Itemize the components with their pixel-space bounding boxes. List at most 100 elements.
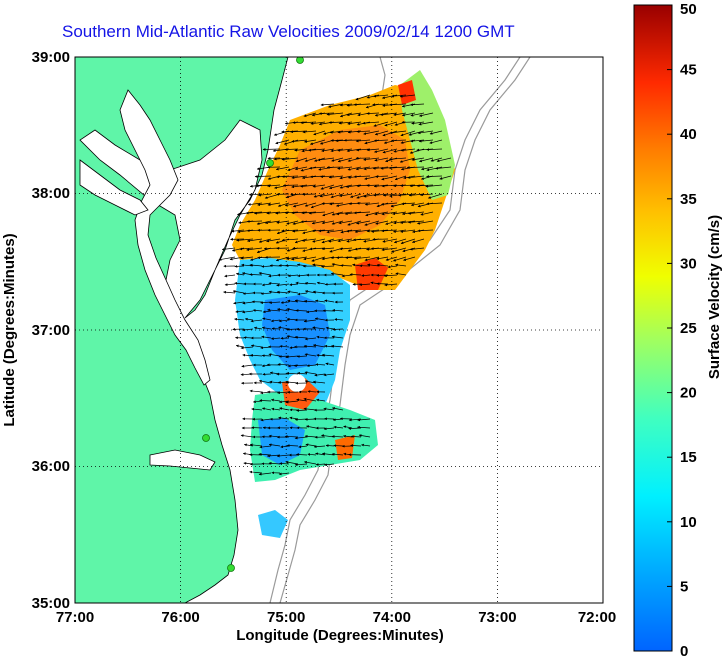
- velocity-vector: [392, 229, 407, 233]
- velocity-vector: [374, 211, 389, 216]
- velocity-vector: [271, 327, 281, 331]
- velocity-vector: [408, 211, 425, 215]
- velocity-vector: [435, 166, 452, 170]
- x-tick-label: 74:00: [373, 609, 411, 626]
- velocity-vector: [393, 220, 407, 225]
- velocity-vector: [364, 202, 380, 206]
- velocity-vector: [304, 434, 317, 438]
- velocity-vector: [374, 148, 389, 153]
- velocity-vector: [326, 112, 344, 116]
- velocity-vector: [218, 256, 236, 261]
- velocity-vector: [267, 202, 281, 206]
- velocity-vector: [320, 175, 335, 179]
- y-tick-label: 37:00: [32, 322, 70, 339]
- velocity-vector: [372, 103, 389, 106]
- velocity-vector: [331, 335, 344, 339]
- velocity-vector: [271, 407, 281, 411]
- velocity-vector: [381, 94, 398, 100]
- velocity-vector: [321, 220, 335, 225]
- velocity-vector: [361, 274, 371, 277]
- velocity-vector: [261, 265, 272, 268]
- velocity-vector: [323, 407, 335, 411]
- colorbar-tick-label: 40: [680, 126, 697, 143]
- velocity-vector: [300, 220, 317, 224]
- colorbar-tick-label: 15: [680, 449, 697, 466]
- velocity-vector: [375, 175, 389, 178]
- velocity-vector: [240, 434, 254, 438]
- velocity-vector: [384, 283, 398, 287]
- velocity-vector: [319, 193, 335, 198]
- velocity-vector: [314, 373, 326, 377]
- velocity-vector: [320, 184, 335, 190]
- velocity-vector: [329, 184, 344, 190]
- velocity-vector: [329, 130, 344, 134]
- velocity-vector: [400, 184, 416, 187]
- velocity-vector: [241, 364, 254, 368]
- velocity-vector: [417, 130, 434, 135]
- velocity-vector: [296, 453, 308, 456]
- velocity-vector: [366, 148, 380, 152]
- velocity-vector: [381, 202, 398, 206]
- y-axis: 39:00 38:00 37:00 36:00 35:00 Latitude (…: [1, 49, 70, 612]
- velocity-vector: [398, 193, 416, 197]
- velocity-vector: [337, 148, 353, 152]
- velocity-vector: [268, 353, 281, 357]
- velocity-vector: [363, 166, 380, 171]
- velocity-vector: [373, 139, 389, 143]
- velocity-vector: [302, 193, 317, 196]
- velocity-vector: [421, 166, 434, 171]
- velocity-vector: [294, 238, 308, 244]
- velocity-vector: [430, 157, 443, 162]
- velocity-vector: [364, 220, 380, 226]
- region-central-blue: [262, 295, 330, 370]
- velocity-vector: [312, 238, 326, 243]
- velocity-vector: [426, 166, 443, 172]
- velocity-vector: [236, 238, 254, 242]
- colorbar-tick-label: 45: [680, 62, 697, 79]
- velocity-vector: [381, 175, 398, 181]
- velocity-vector: [331, 435, 344, 438]
- land-mass: [75, 57, 289, 603]
- velocity-vector: [429, 130, 443, 135]
- velocity-vector: [363, 130, 380, 135]
- velocity-vector: [277, 202, 290, 207]
- velocity-vector: [342, 434, 353, 438]
- velocity-vector: [331, 220, 344, 225]
- velocity-vector: [350, 193, 362, 198]
- velocity-vector: [366, 94, 380, 99]
- velocity-vector: [331, 344, 344, 348]
- velocity-vector: [410, 139, 425, 143]
- velocity-vector: [292, 121, 308, 124]
- colorbar-tick-label: 35: [680, 191, 697, 208]
- velocity-vector: [304, 371, 317, 375]
- velocity-vector: [390, 139, 407, 143]
- velocity-vector: [270, 398, 281, 402]
- y-tick-label: 35:00: [32, 595, 70, 612]
- velocity-vector: [281, 229, 299, 233]
- velocity-vector: [275, 166, 290, 171]
- velocity-vector: [401, 112, 416, 117]
- velocity-vector: [315, 463, 326, 466]
- velocity-vector: [363, 157, 380, 161]
- velocity-vector: [366, 184, 380, 187]
- velocity-vector: [261, 326, 272, 330]
- velocity-vector: [362, 121, 380, 125]
- velocity-vector: [346, 229, 362, 233]
- x-tick-label: 72:00: [578, 609, 616, 626]
- velocity-vector: [357, 425, 371, 429]
- colorbar: 0 5 10 15 20 25 30 35 40 45 50 Surface Velocity (c…: [633, 1, 723, 659]
- colorbar-tick-label: 30: [680, 255, 697, 272]
- velocity-vector: [337, 157, 353, 163]
- velocity-vector: [314, 317, 326, 321]
- radar-stations: [202, 57, 304, 572]
- velocity-vector: [287, 290, 299, 294]
- velocity-vector: [408, 130, 425, 136]
- velocity-vector: [267, 184, 281, 188]
- velocity-vector: [234, 317, 245, 321]
- velocity-vector: [355, 166, 371, 171]
- velocity-vector: [439, 175, 452, 180]
- velocity-vector: [301, 238, 317, 242]
- velocity-vector: [321, 238, 335, 244]
- velocity-vector: [313, 445, 326, 449]
- velocity-vector: [309, 166, 326, 170]
